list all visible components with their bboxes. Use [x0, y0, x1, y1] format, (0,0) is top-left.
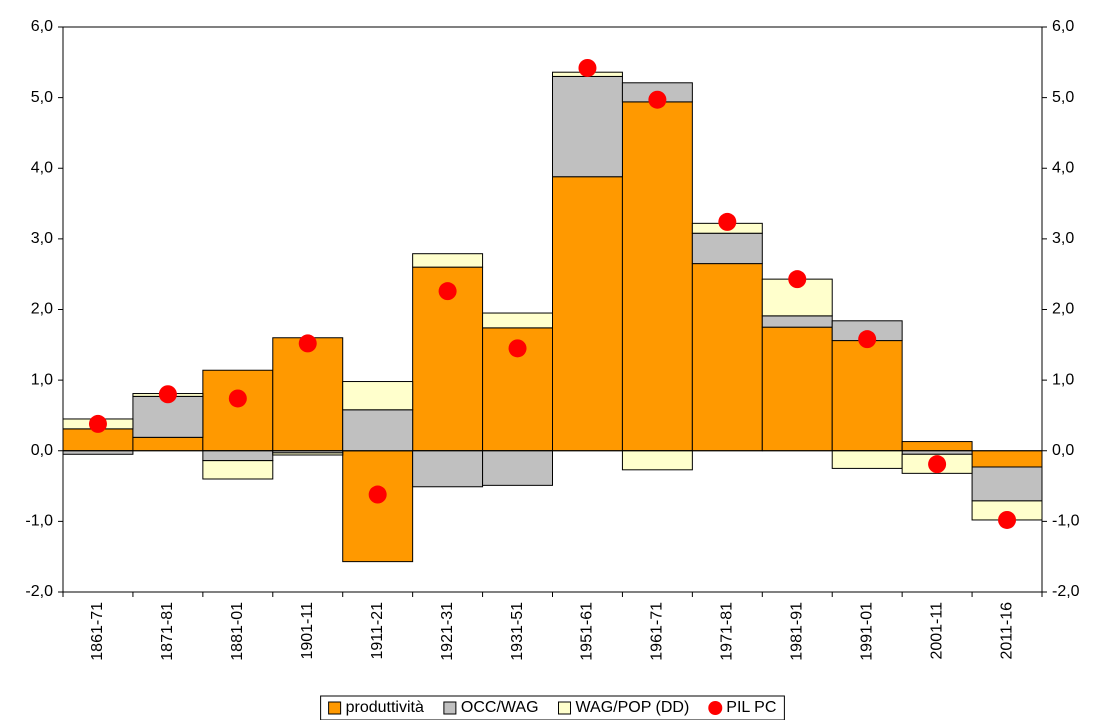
legend-item: OCC/WAG — [443, 699, 539, 716]
bar-segment — [132, 436, 204, 452]
y-tick-label: 5,0 — [31, 89, 53, 106]
bar-segment — [412, 450, 484, 488]
x-tick-label: 1881-01 — [229, 602, 246, 661]
legend-label: PIL PC — [726, 699, 776, 716]
legend-label: OCC/WAG — [461, 699, 539, 716]
bar-segment — [691, 232, 763, 265]
x-tick-label: 1951-61 — [579, 602, 596, 661]
x-tick-label: 1991-01 — [858, 602, 875, 661]
x-tick-label: 1921-31 — [439, 602, 456, 661]
bar-segment — [761, 326, 833, 452]
y2-tick-label: 5,0 — [1052, 89, 1074, 106]
x-tick-label: 1971-81 — [719, 602, 736, 661]
bar-segment — [831, 340, 903, 452]
bar-segment — [62, 450, 134, 455]
x-tick-label: 1901-11 — [299, 602, 316, 660]
x-tick-label: 2001-11 — [928, 602, 945, 660]
y-tick-label: 3,0 — [31, 230, 53, 247]
bar-segment — [482, 312, 554, 329]
bar-segment — [621, 450, 693, 471]
bar-segment — [202, 460, 274, 480]
point — [578, 58, 597, 77]
point — [998, 510, 1017, 529]
y-tick-label: -2,0 — [25, 583, 53, 600]
bar-segment — [272, 337, 344, 452]
bar-segment — [621, 101, 693, 452]
legend-item: WAG/POP (DD) — [558, 699, 690, 716]
bar-segment — [342, 409, 414, 452]
legend-item: PIL PC — [708, 699, 776, 716]
point — [88, 414, 107, 433]
legend-marker — [708, 701, 723, 715]
legend-item: produttività — [328, 699, 424, 716]
legend-label: produttività — [346, 699, 424, 716]
point — [228, 389, 247, 408]
point — [438, 282, 457, 301]
y2-tick-label: 6,0 — [1052, 18, 1074, 35]
bar-segment — [552, 75, 623, 178]
y2-tick-label: 0,0 — [1052, 442, 1074, 459]
legend-label: WAG/POP (DD) — [576, 699, 690, 716]
x-tick-label: 1931-51 — [509, 602, 526, 661]
bar-segment — [971, 450, 1043, 468]
legend-swatch — [558, 701, 572, 715]
legend: produttività OCC/WAG WAG/POP (DD) PIL PC — [320, 695, 785, 721]
y2-tick-label: 3,0 — [1052, 230, 1074, 247]
y2-tick-label: -2,0 — [1052, 583, 1080, 600]
bar-segment — [342, 450, 414, 563]
point — [508, 339, 527, 358]
x-tick-label: 1861-71 — [89, 602, 106, 661]
y-tick-label: 0,0 — [31, 442, 53, 459]
bar-segment — [901, 450, 973, 455]
y-tick-label: 4,0 — [31, 159, 53, 176]
point — [298, 334, 317, 353]
bar-segment — [482, 450, 554, 486]
bar-segment — [342, 381, 414, 411]
x-tick-label: 1871-81 — [159, 602, 176, 661]
bar-segment — [901, 441, 973, 452]
y2-tick-label: 2,0 — [1052, 301, 1074, 318]
y2-tick-label: -1,0 — [1052, 513, 1080, 530]
bar-segment — [202, 369, 274, 452]
bar-segment — [552, 176, 623, 452]
point — [368, 485, 387, 504]
y-tick-label: 2,0 — [31, 301, 53, 318]
y-tick-label: 6,0 — [31, 18, 53, 35]
bar-segment — [691, 263, 763, 452]
bar-segment — [761, 315, 833, 328]
bar-segment — [202, 450, 274, 462]
point — [858, 330, 877, 349]
y-tick-label: -1,0 — [25, 513, 53, 530]
bar-segment — [831, 450, 903, 469]
x-tick-label: 1981-91 — [788, 602, 805, 661]
point — [718, 212, 737, 231]
y-tick-label: 1,0 — [31, 371, 53, 388]
legend-swatch — [443, 701, 457, 715]
point — [788, 270, 807, 289]
point — [928, 455, 947, 474]
x-tick-label: 2011-16 — [998, 602, 1015, 660]
point — [648, 90, 667, 109]
bar-segment — [971, 466, 1043, 502]
legend-swatch — [328, 701, 342, 715]
bar-segment — [272, 452, 344, 456]
x-tick-label: 1911-21 — [369, 602, 386, 660]
y2-tick-label: 1,0 — [1052, 371, 1074, 388]
point — [158, 385, 177, 404]
y2-tick-label: 4,0 — [1052, 159, 1074, 176]
bar-segment — [412, 253, 484, 268]
x-tick-label: 1961-71 — [649, 602, 666, 661]
legend-box — [320, 695, 785, 721]
